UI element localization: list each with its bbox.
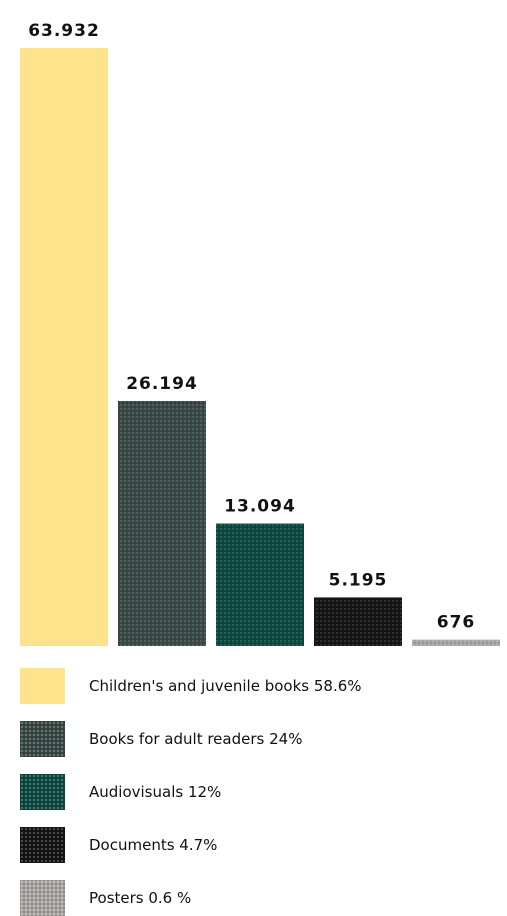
legend-label-audiovisuals: Audiovisuals 12% xyxy=(89,783,222,801)
legend-label-adult-books: Books for adult readers 24% xyxy=(89,730,303,748)
bar-value-label-childrens-books: 63.932 xyxy=(28,21,100,41)
legend-swatch-posters xyxy=(20,880,65,916)
legend-item-audiovisuals: Audiovisuals 12% xyxy=(20,774,221,810)
bar-texture-adult-books xyxy=(118,400,206,646)
bar-texture-audiovisuals xyxy=(216,523,304,646)
bars-group xyxy=(20,48,500,646)
bar-chart: 63.932 26.194 13.094 5.195 676 xyxy=(20,21,500,646)
legend-swatch-audiovisuals xyxy=(20,774,65,810)
legend-item-childrens-books: Children's and juvenile books 58.6% xyxy=(20,668,362,704)
bar-value-label-documents: 5.195 xyxy=(329,570,388,590)
bar-value-label-audiovisuals: 13.094 xyxy=(224,497,296,517)
legend-item-posters: Posters 0.6 % xyxy=(20,880,191,916)
bar-childrens-books xyxy=(20,48,108,646)
legend-label-documents: Documents 4.7% xyxy=(89,836,218,854)
legend-label-posters: Posters 0.6 % xyxy=(89,889,192,907)
bar-texture-posters xyxy=(412,639,500,646)
legend-item-adult-books: Books for adult readers 24% xyxy=(20,721,302,757)
legend-item-documents: Documents 4.7% xyxy=(20,827,217,863)
bar-value-label-posters: 676 xyxy=(437,613,476,633)
legend-swatch-adult-books xyxy=(20,721,65,757)
bar-texture-documents xyxy=(314,597,402,646)
legend-swatch-documents xyxy=(20,827,65,863)
value-labels-group: 63.932 26.194 13.094 5.195 676 xyxy=(28,21,476,633)
legend-swatch-childrens-books xyxy=(20,668,65,704)
legend-label-childrens-books: Children's and juvenile books 58.6% xyxy=(89,677,362,695)
bar-value-label-adult-books: 26.194 xyxy=(126,374,198,394)
